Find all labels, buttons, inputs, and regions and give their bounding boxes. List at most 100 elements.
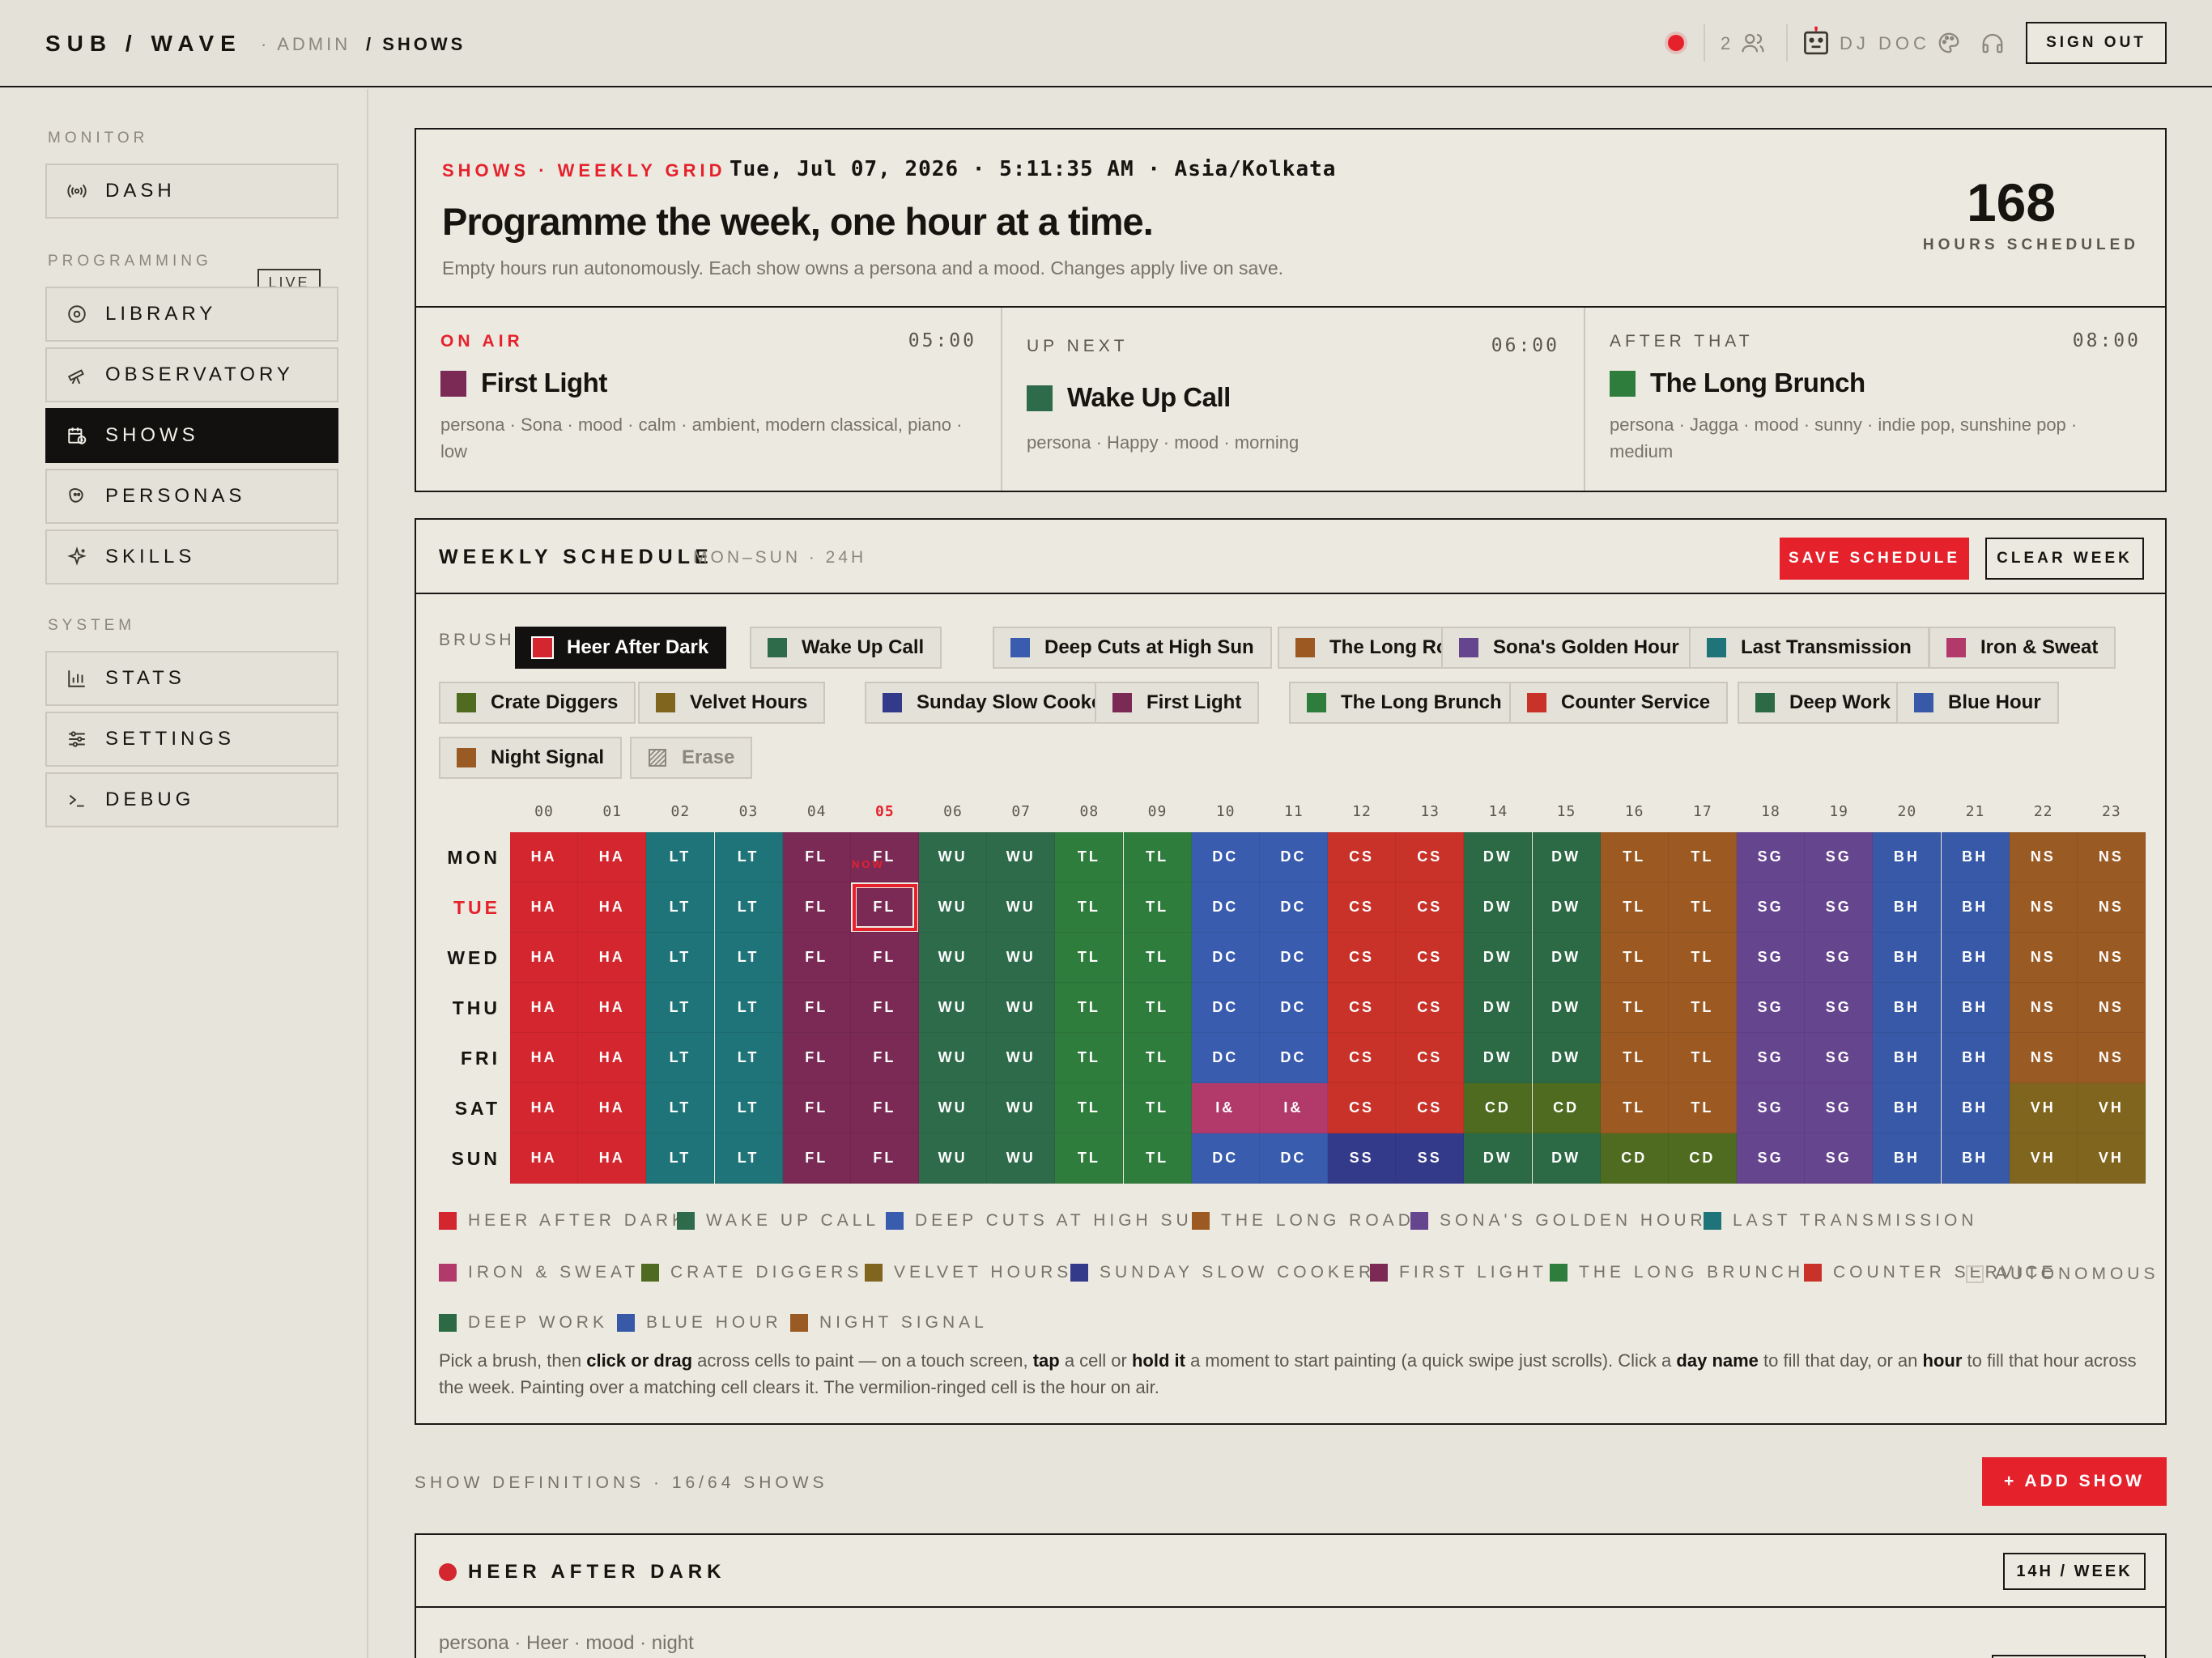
schedule-cell[interactable]: TL (1055, 1083, 1124, 1133)
schedule-cell[interactable]: TL (1600, 832, 1669, 882)
schedule-cell[interactable]: VH (2009, 1133, 2078, 1184)
schedule-cell[interactable]: WU (987, 882, 1056, 933)
schedule-cell[interactable]: WU (987, 832, 1056, 882)
schedule-cell[interactable]: HA (510, 1033, 579, 1083)
schedule-cell[interactable]: DC (1191, 882, 1260, 933)
schedule-cell[interactable]: DC (1259, 933, 1328, 983)
schedule-cell[interactable]: SG (1737, 1133, 1806, 1184)
hour-label[interactable]: 04 (806, 803, 827, 820)
schedule-cell[interactable]: TL (1123, 1033, 1192, 1083)
save-schedule-button[interactable]: SAVE SCHEDULE (1780, 538, 1969, 580)
schedule-cell[interactable]: CS (1328, 832, 1397, 882)
schedule-cell[interactable]: DC (1259, 832, 1328, 882)
schedule-cell[interactable]: NS (2077, 832, 2146, 882)
schedule-cell[interactable]: WU (919, 933, 988, 983)
hour-label[interactable]: 19 (1829, 803, 1848, 820)
schedule-cell[interactable]: DC (1259, 1033, 1328, 1083)
schedule-cell[interactable]: I& (1191, 1083, 1260, 1133)
schedule-cell[interactable]: BH (1941, 832, 2010, 882)
schedule-cell[interactable]: BH (1873, 882, 1942, 933)
brush-chip[interactable]: First Light (1095, 682, 1260, 724)
schedule-cell[interactable]: TL (1123, 832, 1192, 882)
schedule-cell[interactable]: CS (1396, 1083, 1465, 1133)
day-label[interactable]: MON (447, 847, 500, 868)
schedule-cell[interactable]: HA (510, 882, 579, 933)
schedule-cell[interactable]: SG (1737, 882, 1806, 933)
hour-label[interactable]: 15 (1556, 803, 1576, 820)
schedule-cell[interactable]: LT (714, 1083, 783, 1133)
schedule-cell[interactable]: FL (850, 882, 919, 933)
brand-logo[interactable]: SUB / WAVE (45, 31, 242, 56)
hour-label[interactable]: 20 (1897, 803, 1917, 820)
schedule-cell[interactable]: LT (714, 882, 783, 933)
brush-chip[interactable]: Iron & Sweat (1929, 627, 2116, 669)
schedule-cell[interactable]: TL (1055, 1033, 1124, 1083)
sidebar-item-personas[interactable]: PERSONAS (45, 469, 338, 524)
hour-label[interactable]: 00 (534, 803, 554, 820)
schedule-cell[interactable]: TL (1600, 882, 1669, 933)
schedule-cell[interactable]: DC (1191, 832, 1260, 882)
sidebar-item-shows[interactable]: SHOWS (45, 408, 338, 463)
sidebar-item-debug[interactable]: DEBUG (45, 772, 338, 827)
schedule-cell[interactable]: TL (1600, 983, 1669, 1033)
schedule-cell[interactable]: HA (510, 832, 579, 882)
hour-label[interactable]: 01 (602, 803, 622, 820)
schedule-cell[interactable]: LT (646, 983, 715, 1033)
schedule-cell[interactable]: DW (1464, 933, 1533, 983)
schedule-cell[interactable]: FL (782, 832, 851, 882)
schedule-cell[interactable]: VH (2009, 1083, 2078, 1133)
schedule-cell[interactable]: FL (850, 1033, 919, 1083)
schedule-cell[interactable]: TL (1123, 1133, 1192, 1184)
schedule-cell[interactable]: HA (578, 1083, 647, 1133)
brush-chip[interactable]: Night Signal (439, 737, 622, 779)
brush-chip[interactable]: Deep Work (1738, 682, 1908, 724)
sidebar-item-dash[interactable]: DASH (45, 164, 338, 219)
schedule-cell[interactable]: VH (2077, 1083, 2146, 1133)
hour-label[interactable]: 17 (1692, 803, 1712, 820)
brush-chip[interactable]: Velvet Hours (638, 682, 826, 724)
add-show-button[interactable]: + ADD SHOW (1982, 1457, 2167, 1506)
schedule-cell[interactable]: TL (1668, 1083, 1737, 1133)
brush-chip[interactable]: Sona's Golden Hour (1441, 627, 1697, 669)
schedule-cell[interactable]: TL (1055, 933, 1124, 983)
show-card-action[interactable] (1992, 1655, 2146, 1658)
schedule-cell[interactable]: TL (1668, 832, 1737, 882)
hour-label[interactable]: 02 (670, 803, 691, 820)
schedule-cell[interactable]: BH (1941, 1133, 2010, 1184)
schedule-cell[interactable]: DW (1532, 933, 1601, 983)
schedule-cell[interactable]: CD (1668, 1133, 1737, 1184)
palette-icon[interactable] (1937, 31, 1961, 55)
schedule-cell[interactable]: TL (1123, 933, 1192, 983)
schedule-cell[interactable]: WU (987, 983, 1056, 1033)
schedule-cell[interactable]: FL (782, 1033, 851, 1083)
schedule-cell[interactable]: BH (1941, 933, 2010, 983)
schedule-cell[interactable]: HA (578, 1133, 647, 1184)
schedule-cell[interactable]: CS (1328, 882, 1397, 933)
schedule-cell[interactable]: LT (646, 832, 715, 882)
schedule-cell[interactable]: FL (782, 933, 851, 983)
schedule-cell[interactable]: CS (1328, 1033, 1397, 1083)
schedule-cell[interactable]: WU (987, 1133, 1056, 1184)
schedule-cell[interactable]: DW (1464, 983, 1533, 1033)
schedule-cell[interactable]: NS (2077, 933, 2146, 983)
schedule-cell[interactable]: LT (646, 1083, 715, 1133)
schedule-cell[interactable]: TL (1600, 1083, 1669, 1133)
schedule-grid[interactable]: HA HA LT LT FL FL WU WU TL TL DC DC CS CS DW DW TL TL SG SG… (510, 832, 2146, 1184)
schedule-cell[interactable]: WU (987, 933, 1056, 983)
schedule-cell[interactable]: LT (646, 1033, 715, 1083)
schedule-cell[interactable]: HA (578, 983, 647, 1033)
schedule-cell[interactable]: BH (1941, 1033, 2010, 1083)
schedule-cell[interactable]: TL (1055, 1133, 1124, 1184)
schedule-cell[interactable]: DW (1464, 1133, 1533, 1184)
schedule-cell[interactable]: CS (1396, 933, 1465, 983)
schedule-cell[interactable]: FL (782, 983, 851, 1033)
schedule-cell[interactable]: FL (850, 1133, 919, 1184)
hour-label[interactable]: 10 (1215, 803, 1236, 820)
schedule-cell[interactable]: WU (919, 1083, 988, 1133)
schedule-cell[interactable]: LT (714, 1033, 783, 1083)
schedule-cell[interactable]: NS (2077, 983, 2146, 1033)
schedule-cell[interactable]: TL (1668, 933, 1737, 983)
hour-label[interactable]: 21 (1965, 803, 1985, 820)
schedule-cell[interactable]: BH (1941, 1083, 2010, 1133)
schedule-cell[interactable]: NS (2009, 983, 2078, 1033)
